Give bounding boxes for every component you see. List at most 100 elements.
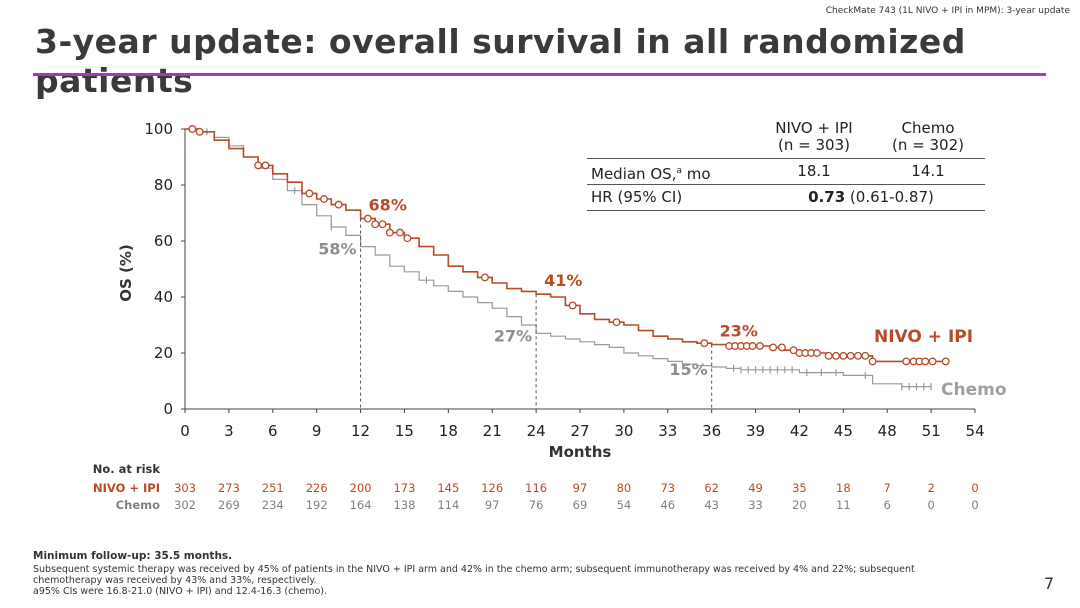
risk-count: 114 [437,498,459,512]
censor-mark [261,161,270,170]
risk-row-label: NIVO + IPI [93,481,160,495]
censor-mark [861,351,870,360]
censor-mark [868,357,877,366]
censor-mark [921,357,930,366]
stats-col-chemo-n: (n = 302) [892,136,964,154]
title-divider [33,73,1046,76]
risk-count: 273 [218,481,240,495]
risk-count: 35 [792,481,807,495]
censor-mark [371,220,380,229]
risk-count: 302 [174,498,196,512]
median-os-label-unit: mo [681,165,711,183]
x-tick-label: 18 [439,422,458,440]
censor-mark [305,189,314,198]
risk-count: 97 [485,498,500,512]
page-number: 7 [1043,574,1054,593]
x-tick-label: 30 [614,422,633,440]
censor-mark [839,351,848,360]
x-tick-label: 39 [746,422,765,440]
x-tick-label: 12 [351,422,370,440]
risk-count: 0 [927,498,934,512]
annotations-layer: 68% 58% 41% 27% 23% 15% NIVO + IPI Chemo [318,196,1007,409]
y-tick-label: 0 [163,400,173,418]
censor-mark [188,125,197,133]
risk-count: 116 [525,481,547,495]
median-os-nivo-value: 18.1 [797,162,831,180]
x-tick-label: 48 [878,422,897,440]
risk-count: 7 [884,481,891,495]
censor-mark [777,343,786,352]
risk-count: 126 [481,481,503,495]
stats-table-header: NIVO + IPI (n = 303) Chemo (n = 302) [587,120,985,158]
median-os-label-text: Median OS, [591,165,677,183]
risk-count: 11 [836,498,851,512]
risk-count: 192 [306,498,328,512]
censor-mark [480,273,489,282]
hr-label: HR (95% CI) [591,188,683,206]
x-tick-label: 9 [312,422,322,440]
censor-mark [334,200,343,209]
series-layer [185,125,950,391]
x-tick-label: 54 [965,422,984,440]
axes-layer: 0 3 6 9 12 15 18 21 24 27 30 33 36 39 42 45 48 51 54020406… [117,120,985,461]
risk-count: 6 [884,498,891,512]
risk-count: 0 [971,498,978,512]
censor-mark [385,228,394,237]
censor-mark [813,349,821,357]
hr-ci: (0.61-0.87) [845,188,934,206]
stats-col-nivo-name: NIVO + IPI [775,119,853,137]
stats-header-spacer [587,120,757,158]
risk-count: 46 [660,498,675,512]
censor-mark [396,228,405,237]
median-os-footnote-marker: a [676,166,682,176]
censor-mark [568,301,577,310]
y-axis-title: OS (%) [117,244,135,302]
x-tick-label: 6 [268,422,278,440]
censor-mark [846,351,855,360]
stats-col-nivo-n: (n = 303) [778,136,850,154]
censor-mark [254,161,263,170]
hr-point-estimate: 0.73 [808,188,846,206]
risk-count: 49 [748,481,763,495]
slide-title: 3-year update: overall survival in all r… [35,22,966,100]
censor-mark [832,351,840,360]
stats-table: NIVO + IPI (n = 303) Chemo (n = 302) Med… [587,120,985,211]
x-tick-label: 0 [180,422,190,440]
risk-count: 73 [660,481,675,495]
stats-col-nivo-header: NIVO + IPI (n = 303) [757,120,871,158]
x-tick-label: 51 [922,422,941,440]
censor-mark [824,351,833,360]
censor-mark [755,342,764,350]
hr-value: 0.73 (0.61-0.87) [757,185,985,210]
median-os-chemo-value: 14.1 [911,162,945,180]
risk-count: 164 [350,498,372,512]
risk-count: 200 [350,481,372,495]
x-tick-label: 21 [483,422,502,440]
footnotes: Minimum follow-up: 35.5 months. Subseque… [33,551,963,598]
y-tick-label: 60 [154,232,173,250]
risk-count: 80 [617,481,632,495]
censor-mark [612,318,621,327]
censor-mark [378,220,387,229]
landmark-label: 23% [720,322,758,341]
risk-count: 269 [218,498,240,512]
stats-col-chemo-name: Chemo [901,119,955,137]
risk-count: 54 [617,498,632,512]
risk-count: 145 [437,481,459,495]
landmark-label: 27% [494,326,532,345]
landmark-label: 68% [369,196,407,215]
x-tick-label: 33 [658,422,677,440]
risk-count: 251 [262,481,284,495]
risk-count: 234 [262,498,284,512]
x-tick-label: 24 [527,422,546,440]
censor-mark [941,357,950,366]
y-tick-label: 80 [154,176,173,194]
risk-count: 18 [836,481,851,495]
censor-mark [363,214,372,223]
presentation-header-tag: CheckMate 743 (1L NIVO + IPI in MPM): 3-… [825,6,1070,16]
censor-mark [748,342,757,350]
x-axis-title: Months [549,443,612,461]
landmark-label: 58% [318,240,356,259]
landmark-label: 15% [669,360,707,379]
